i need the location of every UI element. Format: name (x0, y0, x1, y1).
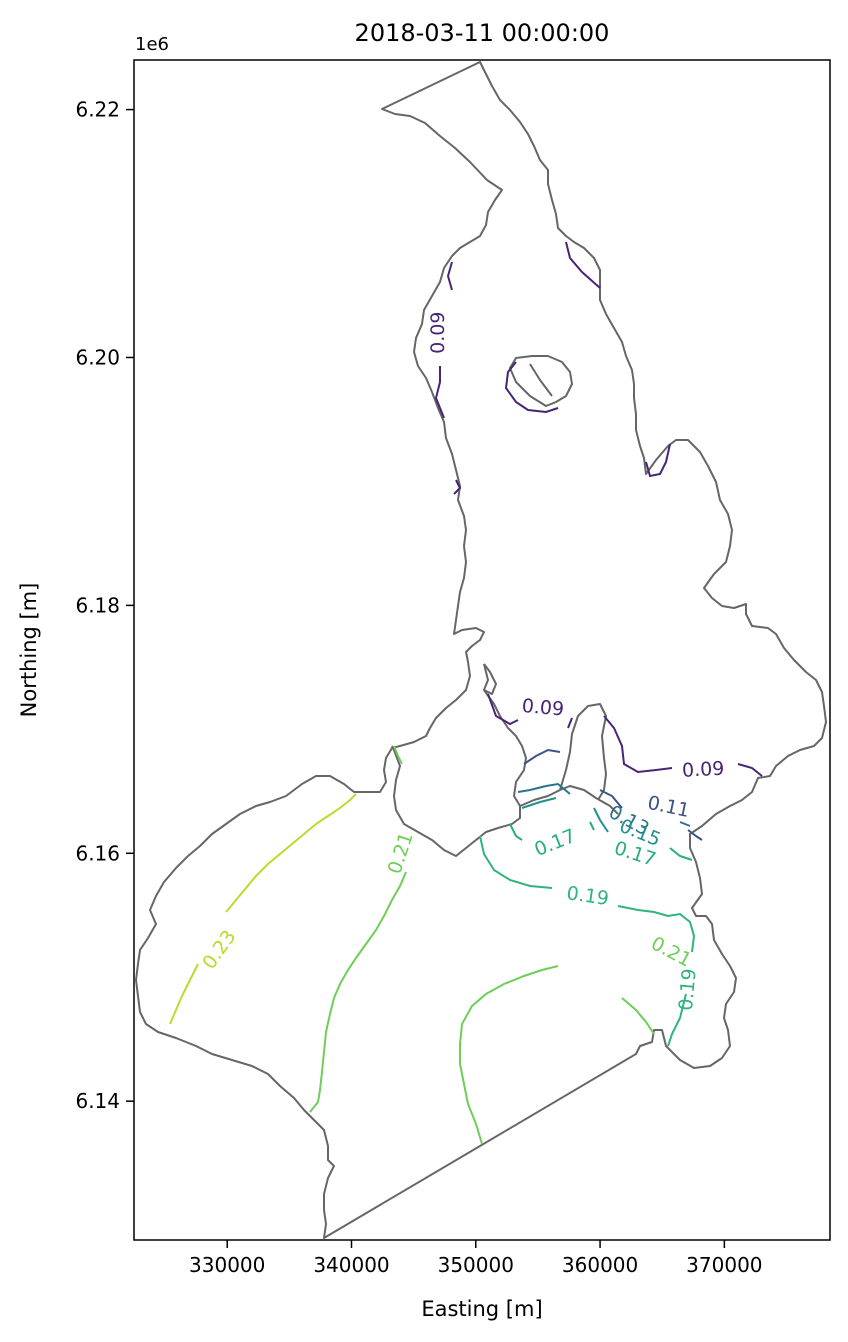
x-axis-label: Easting [m] (421, 1297, 542, 1321)
contour-023 (169, 793, 357, 1025)
contour-021-south (459, 965, 655, 1145)
contour-013 (517, 782, 691, 827)
contour-009-central (487, 693, 763, 777)
contour-label: 0.21 (647, 932, 695, 971)
contour-011 (523, 748, 703, 841)
contour-labels: 0.090.090.090.110.130.150.17 0.170.190.19… (198, 312, 725, 1012)
x-tick-label: 340000 (313, 1253, 389, 1277)
contour-label: 0.11 (646, 792, 692, 822)
contour-009-west (434, 261, 462, 495)
x-tick-label: 360000 (562, 1253, 638, 1277)
contour-017 (509, 821, 693, 861)
contour-label: 0.09 (521, 695, 565, 721)
contour-lines (169, 241, 763, 1145)
contour-label: 0.17 (531, 825, 578, 861)
contour-label: 0.21 (384, 830, 418, 877)
plot-area: 0.090.090.090.110.130.150.17 0.170.190.19… (133, 59, 831, 1241)
y-tick-label: 6.16 (75, 841, 120, 865)
contour-label: 0.19 (675, 968, 701, 1012)
contour-015 (521, 797, 609, 833)
y-axis: 6.14 6.16 6.18 6.20 6.22 (75, 98, 134, 1113)
coastline-spit (483, 663, 619, 815)
y-offset-label: 1e6 (135, 34, 169, 55)
coastline-lake (509, 355, 573, 407)
x-tick-label: 330000 (189, 1253, 265, 1277)
y-tick-label: 6.18 (75, 593, 120, 617)
contour-021-west (309, 745, 407, 1113)
contour-label: 0.23 (198, 926, 240, 973)
contour-label: 0.09 (681, 758, 724, 782)
y-tick-label: 6.20 (75, 345, 120, 369)
coastline-inner-lagoon (391, 663, 527, 857)
chart-title: 2018-03-11 00:00:00 (355, 19, 610, 47)
contour-009-northeast (565, 241, 601, 289)
y-tick-label: 6.14 (75, 1089, 120, 1113)
x-axis: 330000 340000 350000 360000 370000 (189, 1240, 763, 1277)
coastline-main (135, 61, 827, 1239)
y-axis-label: Northing [m] (17, 583, 41, 718)
contour-label: 0.19 (565, 882, 610, 910)
contour-label: 0.09 (427, 312, 449, 354)
y-tick-label: 6.22 (75, 98, 120, 122)
contour-009-lake (504, 361, 559, 414)
coastline-outline (135, 61, 827, 1239)
plot-frame (133, 59, 831, 1241)
x-tick-label: 370000 (686, 1253, 762, 1277)
contour-009-east (645, 443, 671, 478)
contour-019-upper (479, 835, 696, 1047)
x-tick-label: 350000 (438, 1253, 514, 1277)
